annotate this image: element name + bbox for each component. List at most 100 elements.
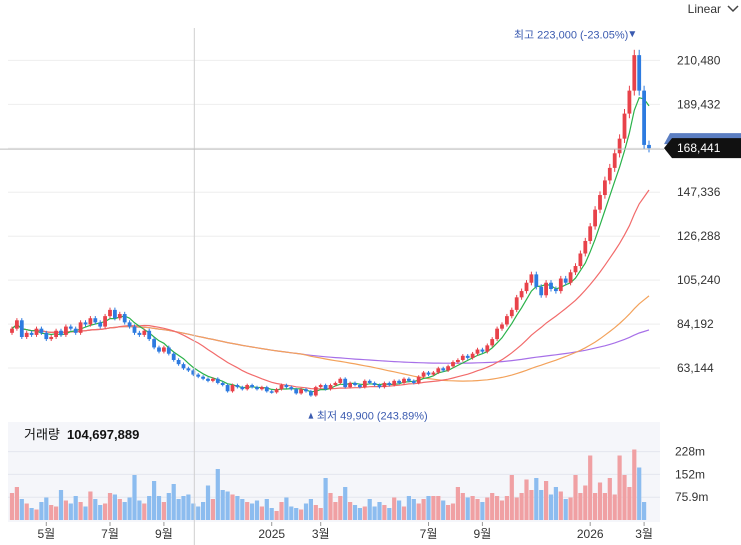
volume-bar <box>597 482 603 520</box>
candle-body <box>157 347 161 352</box>
candle-body <box>490 339 495 346</box>
volume-bar <box>568 497 573 520</box>
candle-body <box>647 144 651 149</box>
candle-body <box>15 320 19 329</box>
candle-body <box>338 378 343 383</box>
volume-bar <box>553 487 558 520</box>
candle-body <box>539 286 544 296</box>
candle-body <box>269 391 274 393</box>
candle-body <box>279 385 284 390</box>
candle-body <box>49 337 54 340</box>
volume-bar <box>107 493 113 520</box>
volume-bar <box>544 481 549 520</box>
volume-bar <box>519 493 524 520</box>
volume-bar <box>490 493 495 520</box>
volume-bar <box>485 497 490 520</box>
candle-body <box>475 349 480 354</box>
candle-body <box>343 378 348 388</box>
volume-bar <box>617 455 622 520</box>
volume-bar <box>39 502 44 520</box>
volume-bar <box>338 496 343 520</box>
candle-body <box>632 55 637 91</box>
candle-body <box>495 328 499 340</box>
y-tick-label: 63,144 <box>677 361 714 375</box>
volume-bar <box>259 506 264 520</box>
volume-bar <box>245 502 250 520</box>
candle-body <box>108 309 112 317</box>
volume-bar <box>132 475 137 520</box>
candle-body <box>524 282 529 292</box>
volume-bar <box>14 487 19 520</box>
volume-bar <box>299 509 304 520</box>
candle-body <box>392 380 397 386</box>
candle-body <box>377 385 382 388</box>
volume-bar <box>152 481 157 520</box>
candle-body <box>284 385 289 388</box>
volume-bar <box>524 479 529 520</box>
volume-bar <box>455 487 460 520</box>
low-annotation-label: 최저 49,900 (243.89%) <box>317 410 428 423</box>
candle-body <box>64 326 68 335</box>
volume-bar <box>210 499 215 520</box>
candle-body <box>402 378 406 383</box>
volume-bar <box>161 502 166 520</box>
volume-bar <box>460 493 465 520</box>
volume-bar <box>377 502 382 520</box>
volume-bar <box>240 499 245 520</box>
candle-body <box>98 322 103 327</box>
candle-body <box>39 328 44 333</box>
candle-body <box>416 376 421 383</box>
volume-bar <box>583 485 588 520</box>
volume-bar <box>558 491 563 520</box>
volume-bar <box>426 496 431 520</box>
y-tick-label: 105,240 <box>677 273 721 287</box>
volume-bar <box>348 502 353 520</box>
candle-body <box>309 391 313 396</box>
candle-body <box>147 330 152 340</box>
volume-bar <box>279 502 284 520</box>
candle-body <box>397 380 401 383</box>
candle-body <box>588 226 593 241</box>
volume-bar <box>357 508 362 520</box>
volume-bar <box>98 505 103 520</box>
volume-bar <box>352 505 358 520</box>
candle-body <box>186 368 191 371</box>
volume-bar <box>387 508 392 520</box>
volume-y-tick-label: 75.9m <box>675 490 708 504</box>
volume-bar <box>607 478 612 520</box>
candle-body <box>294 389 299 394</box>
volume-bar <box>539 490 544 520</box>
volume-bar <box>142 503 147 520</box>
volume-y-tick-label: 152m <box>675 467 705 481</box>
candle-body <box>211 378 215 381</box>
candle-body <box>230 385 235 392</box>
candle-body <box>593 209 597 227</box>
y-tick-label: 126,288 <box>677 229 721 243</box>
candle-body <box>299 389 303 394</box>
candle-body <box>505 316 509 325</box>
volume-bar <box>450 503 456 520</box>
candle-body <box>612 153 617 168</box>
candle-body <box>568 272 573 283</box>
volume-bar <box>171 484 176 520</box>
volume-bar <box>49 505 54 520</box>
volume-bar <box>289 506 294 520</box>
candle-body <box>117 314 122 319</box>
scale-toggle[interactable]: Linear <box>688 0 741 18</box>
volume-bar <box>58 490 64 520</box>
volume-bar <box>34 509 39 520</box>
candle-body <box>603 180 607 196</box>
volume-bar <box>509 475 514 520</box>
volume-bar <box>29 508 34 520</box>
candle-body <box>225 385 230 392</box>
volume-bar <box>117 499 122 520</box>
volume-bar <box>235 496 240 520</box>
candle-body <box>304 389 308 392</box>
volume-bar <box>362 506 367 520</box>
volume-bar <box>470 496 475 520</box>
x-axis: 5월 7월 9월 2025 3월 7월 9월 2026 3월 <box>37 522 653 541</box>
low-marker-icon <box>308 412 314 419</box>
volume-bar <box>264 499 269 520</box>
volume-y-axis: 228m 152m 75.9m <box>675 445 708 505</box>
